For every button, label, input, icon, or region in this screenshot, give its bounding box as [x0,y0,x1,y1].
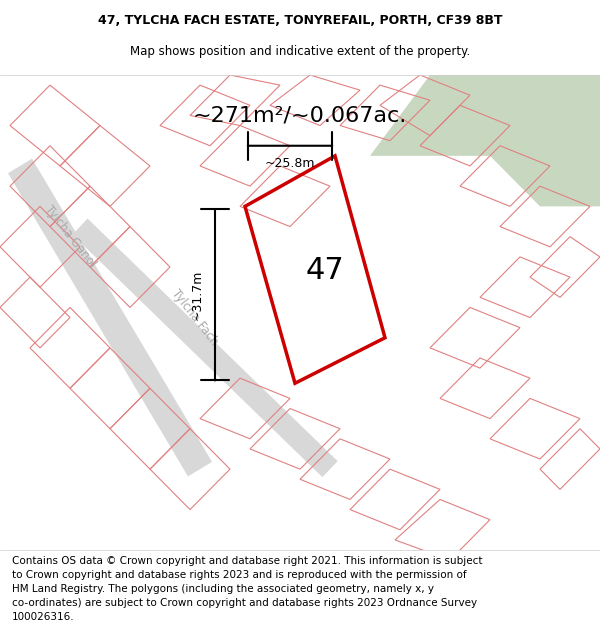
Text: ~31.7m: ~31.7m [191,269,203,320]
Polygon shape [8,159,212,476]
Text: 100026316.: 100026316. [12,611,74,621]
Polygon shape [370,75,600,206]
Text: Tylcha Fach: Tylcha Fach [169,287,221,348]
Text: Contains OS data © Crown copyright and database right 2021. This information is : Contains OS data © Crown copyright and d… [12,556,482,566]
Text: to Crown copyright and database rights 2023 and is reproduced with the permissio: to Crown copyright and database rights 2… [12,570,467,580]
Text: ~25.8m: ~25.8m [265,158,315,171]
Text: co-ordinates) are subject to Crown copyright and database rights 2023 Ordnance S: co-ordinates) are subject to Crown copyr… [12,598,477,608]
Text: HM Land Registry. The polygons (including the associated geometry, namely x, y: HM Land Registry. The polygons (includin… [12,584,434,594]
Text: 47, TYLCHA FACH ESTATE, TONYREFAIL, PORTH, CF39 8BT: 47, TYLCHA FACH ESTATE, TONYREFAIL, PORT… [98,14,502,28]
Text: 47: 47 [305,256,344,285]
Text: Map shows position and indicative extent of the property.: Map shows position and indicative extent… [130,44,470,58]
Text: Tylcha Ganol: Tylcha Ganol [42,203,98,270]
Text: ~271m²/~0.067ac.: ~271m²/~0.067ac. [193,106,407,126]
Polygon shape [73,219,338,477]
